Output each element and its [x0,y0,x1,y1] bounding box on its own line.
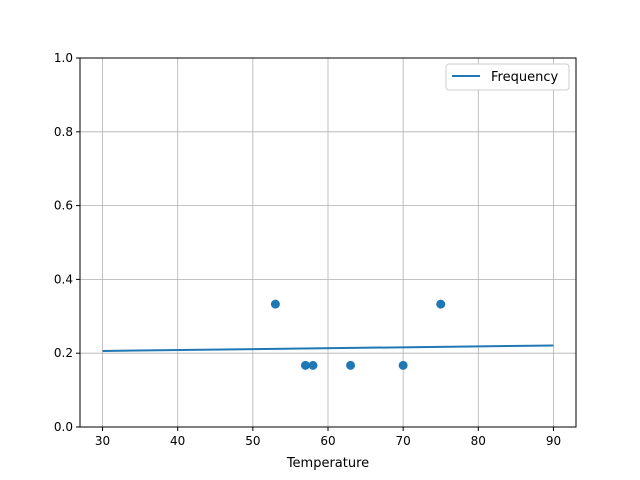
y-tick-label: 0.0 [54,420,73,434]
marks [102,299,554,370]
x-tick-label: 40 [170,434,185,448]
y-tick-label: 0.2 [54,346,73,360]
y-tick-label: 0.8 [54,125,73,139]
x-tick-label: 50 [245,434,260,448]
legend: Frequency [445,63,570,91]
x-tick-label: 90 [546,434,561,448]
x-tick-label: 70 [396,434,411,448]
series-line-frequency [102,344,554,352]
y-tick-label: 0.6 [54,199,73,213]
scatter-point [270,299,280,309]
x-tick-label: 80 [471,434,486,448]
x-tick-label: 60 [320,434,335,448]
x-tick-label: 30 [95,434,110,448]
scatter-point [436,299,446,309]
legend-label: Frequency [491,70,558,85]
scatter-point [346,360,356,370]
grid [80,57,576,428]
x-axis-label: Temperature [286,456,369,471]
legend-box [445,63,570,91]
y-tick-label: 0.4 [54,272,73,286]
y-tick-label: 1.0 [54,51,73,65]
scatter-point [308,360,318,370]
scatter-point [300,360,310,370]
ticks: 30 40 50 60 70 80 90 0.0 0.2 0.4 0.6 0.8 1.0 [54,51,561,448]
scatter-point [398,360,408,370]
